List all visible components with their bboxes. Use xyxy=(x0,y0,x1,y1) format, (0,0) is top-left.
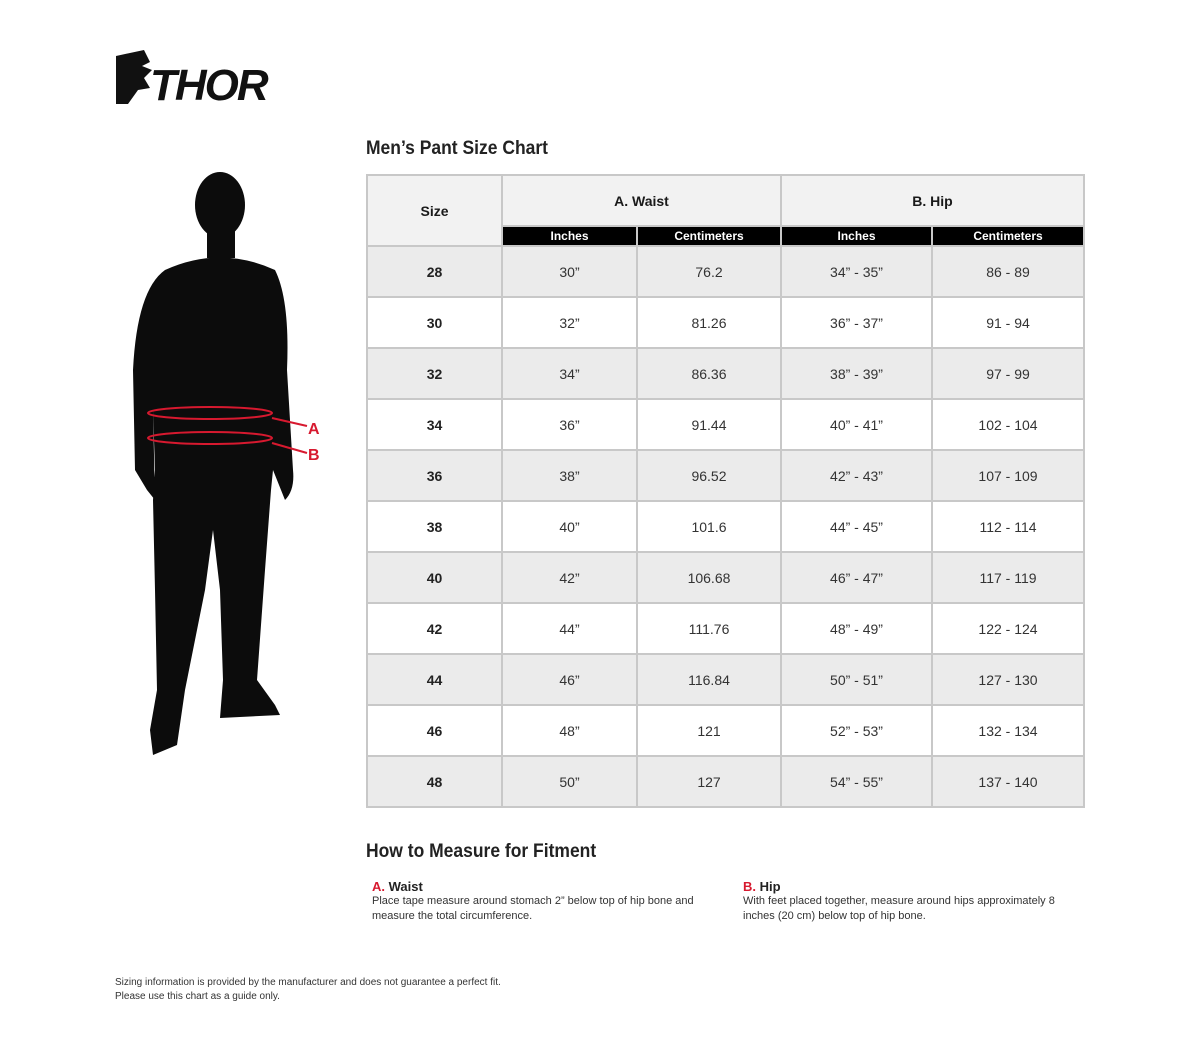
hip-inches-cell: 48” - 49” xyxy=(780,602,933,655)
hip-cm-cell: 117 - 119 xyxy=(931,551,1085,604)
hip-inches-header: Inches xyxy=(780,225,933,247)
waist-cm-cell: 116.84 xyxy=(636,653,782,706)
size-cell: 34 xyxy=(366,398,503,451)
waist-inches-cell: 46” xyxy=(501,653,638,706)
thor-logo: THOR xyxy=(116,50,271,108)
hip-inches-cell: 42” - 43” xyxy=(780,449,933,502)
hip-cm-cell: 86 - 89 xyxy=(931,245,1085,298)
hip-inches-cell: 52” - 53” xyxy=(780,704,933,757)
size-cell: 48 xyxy=(366,755,503,808)
hip-inches-cell: 44” - 45” xyxy=(780,500,933,553)
waist-inches-cell: 48” xyxy=(501,704,638,757)
waist-cm-cell: 91.44 xyxy=(636,398,782,451)
howto-title: How to Measure for Fitment xyxy=(366,841,597,862)
waist-letter: A. xyxy=(372,879,385,894)
table-row: 48 50” 127 54” - 55” 137 - 140 xyxy=(366,755,1085,808)
waist-cm-cell: 127 xyxy=(636,755,782,808)
svg-text:THOR: THOR xyxy=(150,61,269,108)
table-row: 28 30” 76.2 34” - 35” 86 - 89 xyxy=(366,245,1085,298)
table-row: 34 36” 91.44 40” - 41” 102 - 104 xyxy=(366,398,1085,451)
hip-inches-cell: 34” - 35” xyxy=(780,245,933,298)
waist-cm-cell: 76.2 xyxy=(636,245,782,298)
page-title: Men’s Pant Size Chart xyxy=(366,138,548,159)
hip-cm-cell: 102 - 104 xyxy=(931,398,1085,451)
size-cell: 44 xyxy=(366,653,503,706)
table-row: 46 48” 121 52” - 53” 132 - 134 xyxy=(366,704,1085,757)
waist-inches-cell: 32” xyxy=(501,296,638,349)
waist-name: Waist xyxy=(388,879,423,894)
hip-inches-cell: 38” - 39” xyxy=(780,347,933,400)
hip-cm-header: Centimeters xyxy=(931,225,1085,247)
hip-inches-cell: 50” - 51” xyxy=(780,653,933,706)
table-row: 40 42” 106.68 46” - 47” 117 - 119 xyxy=(366,551,1085,604)
waist-cm-cell: 111.76 xyxy=(636,602,782,655)
size-cell: 36 xyxy=(366,449,503,502)
hip-inches-cell: 46” - 47” xyxy=(780,551,933,604)
waist-inches-cell: 42” xyxy=(501,551,638,604)
waist-inches-cell: 38” xyxy=(501,449,638,502)
hip-cm-cell: 112 - 114 xyxy=(931,500,1085,553)
size-header: Size xyxy=(366,174,503,247)
table-row: 42 44” 111.76 48” - 49” 122 - 124 xyxy=(366,602,1085,655)
disclaimer-line: Sizing information is provided by the ma… xyxy=(115,977,501,988)
hip-header: B. Hip xyxy=(780,174,1085,227)
size-cell: 32 xyxy=(366,347,503,400)
waist-cm-cell: 81.26 xyxy=(636,296,782,349)
waist-cm-cell: 86.36 xyxy=(636,347,782,400)
waist-inches-cell: 50” xyxy=(501,755,638,808)
howto-hip: B. Hip With feet placed together, measur… xyxy=(743,879,1073,924)
hip-cm-cell: 107 - 109 xyxy=(931,449,1085,502)
hip-inches-cell: 36” - 37” xyxy=(780,296,933,349)
waist-inches-cell: 44” xyxy=(501,602,638,655)
size-cell: 42 xyxy=(366,602,503,655)
table-row: 30 32” 81.26 36” - 37” 91 - 94 xyxy=(366,296,1085,349)
hip-cm-cell: 132 - 134 xyxy=(931,704,1085,757)
hip-inches-cell: 54” - 55” xyxy=(780,755,933,808)
size-cell: 30 xyxy=(366,296,503,349)
table-row: 44 46” 116.84 50” - 51” 127 - 130 xyxy=(366,653,1085,706)
hip-cm-cell: 91 - 94 xyxy=(931,296,1085,349)
howto-waist: A. Waist Place tape measure around stoma… xyxy=(372,879,702,924)
size-cell: 46 xyxy=(366,704,503,757)
hip-cm-cell: 122 - 124 xyxy=(931,602,1085,655)
body-silhouette: A B xyxy=(133,172,320,755)
size-cell: 40 xyxy=(366,551,503,604)
size-cell: 28 xyxy=(366,245,503,298)
waist-inches-cell: 36” xyxy=(501,398,638,451)
hip-letter: B. xyxy=(743,879,756,894)
waist-cm-cell: 121 xyxy=(636,704,782,757)
waist-inches-cell: 40” xyxy=(501,500,638,553)
waist-cm-cell: 101.6 xyxy=(636,500,782,553)
hip-cm-cell: 137 - 140 xyxy=(931,755,1085,808)
waist-inches-cell: 30” xyxy=(501,245,638,298)
waist-instructions: Place tape measure around stomach 2” bel… xyxy=(372,895,694,922)
figure-label-b: B xyxy=(308,447,320,464)
hip-cm-cell: 97 - 99 xyxy=(931,347,1085,400)
table-row: 32 34” 86.36 38” - 39” 97 - 99 xyxy=(366,347,1085,400)
size-chart-table: Size A. Waist B. Hip Inches Centimeters … xyxy=(366,174,1085,808)
table-row: 36 38” 96.52 42” - 43” 107 - 109 xyxy=(366,449,1085,502)
hip-inches-cell: 40” - 41” xyxy=(780,398,933,451)
hip-cm-cell: 127 - 130 xyxy=(931,653,1085,706)
hip-instructions: With feet placed together, measure aroun… xyxy=(743,895,1055,922)
waist-cm-cell: 96.52 xyxy=(636,449,782,502)
size-cell: 38 xyxy=(366,500,503,553)
waist-cm-header: Centimeters xyxy=(636,225,782,247)
waist-inches-cell: 34” xyxy=(501,347,638,400)
disclaimer-line: Please use this chart as a guide only. xyxy=(115,991,280,1002)
table-row: 38 40” 101.6 44” - 45” 112 - 114 xyxy=(366,500,1085,553)
waist-cm-cell: 106.68 xyxy=(636,551,782,604)
waist-header: A. Waist xyxy=(501,174,782,227)
disclaimer: Sizing information is provided by the ma… xyxy=(115,976,501,1004)
figure-label-a: A xyxy=(308,421,320,438)
hip-name: Hip xyxy=(759,879,781,894)
waist-inches-header: Inches xyxy=(501,225,638,247)
